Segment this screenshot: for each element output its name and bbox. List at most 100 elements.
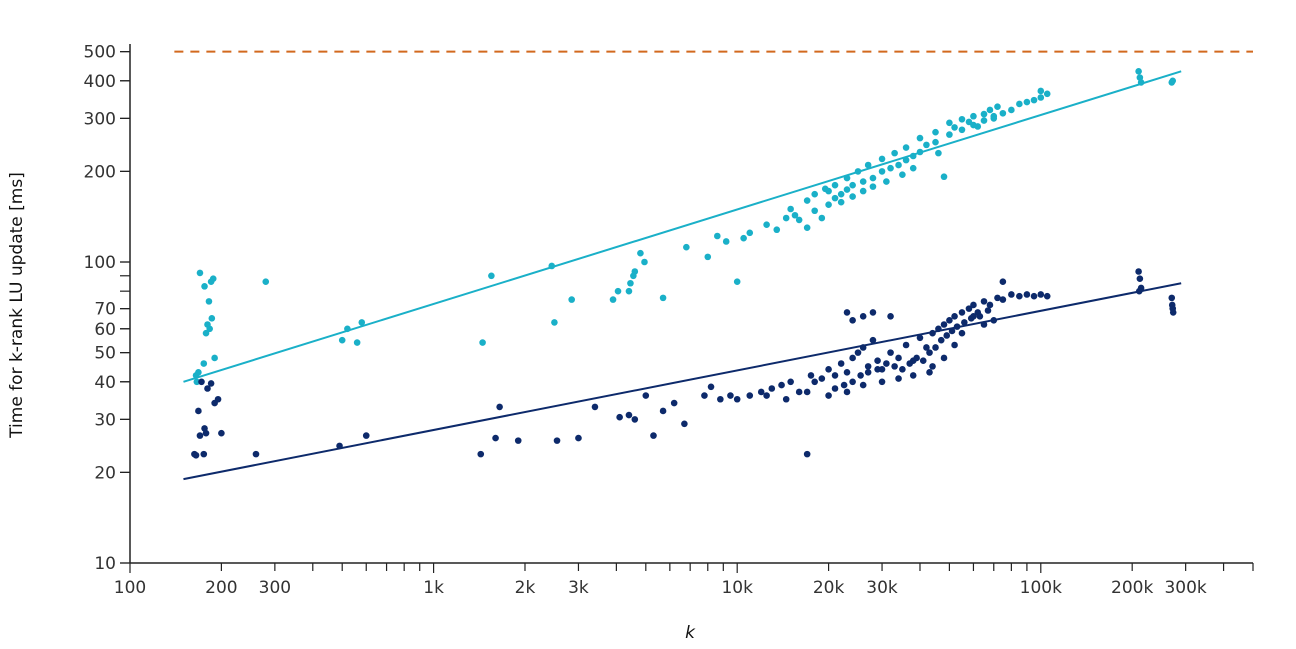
series-1-point <box>795 216 803 224</box>
series-2-point <box>496 403 503 411</box>
series-2-point <box>976 313 984 320</box>
series-1-point <box>946 119 953 127</box>
series-2-point <box>1043 292 1051 300</box>
x-tick-label: 100 <box>114 578 146 598</box>
y-tick-label: 40 <box>94 373 116 393</box>
series-1-point <box>746 229 754 237</box>
series-2-point <box>937 336 945 344</box>
series-1-point <box>825 187 832 195</box>
series-1-point <box>1008 106 1015 114</box>
series-1-point <box>843 174 851 182</box>
series-1-point <box>878 168 886 175</box>
series-2-point <box>514 437 522 444</box>
series-2-point <box>906 360 914 367</box>
series-1-point <box>980 117 988 124</box>
series-2-point <box>883 360 890 367</box>
series-2-point <box>733 395 741 403</box>
series-2-point <box>980 321 988 328</box>
series-2-point <box>953 323 961 330</box>
series-2-point <box>913 354 920 362</box>
series-2-point <box>940 321 948 328</box>
x-tick-label: 30k <box>866 578 898 598</box>
series-1-point <box>609 296 617 303</box>
series-1-point <box>909 152 917 160</box>
series-1-point <box>195 369 202 376</box>
series-2-point <box>803 450 811 458</box>
series-2-point <box>932 344 939 351</box>
fit-line-2 <box>183 282 1182 481</box>
series-2-point <box>840 381 848 389</box>
series-2-point <box>909 372 917 379</box>
series-1-point <box>659 294 667 302</box>
series-2-point <box>362 432 370 439</box>
series-2-point <box>958 329 966 337</box>
series-1-point <box>1023 98 1031 106</box>
series-2-point <box>916 334 924 342</box>
y-tick-label: 60 <box>94 320 116 340</box>
series-1-point <box>859 187 867 195</box>
series-1-point <box>986 106 994 114</box>
series-2-point <box>837 360 845 367</box>
series-1-point <box>831 181 839 189</box>
series-2-point <box>1136 275 1144 283</box>
series-1-point <box>837 190 845 198</box>
series-2-point <box>616 413 623 421</box>
series-2-point <box>204 385 211 392</box>
series-2-point <box>859 313 867 320</box>
x-tick-label: 2k <box>515 578 536 598</box>
y-axis-title: Time for k-rank LU update [ms] <box>7 172 27 439</box>
series-2-point <box>717 395 724 403</box>
series-1-point <box>488 272 495 280</box>
series-1-point <box>909 164 917 172</box>
series-2-point <box>659 407 667 415</box>
series-2-point <box>631 416 639 423</box>
series-1-point <box>704 253 712 261</box>
series-2-point <box>999 278 1007 286</box>
series-1-point <box>353 339 361 346</box>
x-tick-label: 3k <box>568 578 589 598</box>
series-1-point <box>614 287 622 295</box>
series-2-point <box>926 349 933 356</box>
series-2-point <box>768 385 776 392</box>
series-1-point <box>722 238 730 245</box>
series-1-point <box>837 198 845 206</box>
series-2-point <box>1008 291 1015 298</box>
series-1-point <box>958 126 966 134</box>
series-2-point <box>864 363 872 370</box>
series-1-point <box>1016 100 1023 108</box>
y-tick-label: 200 <box>84 162 116 182</box>
series-2-point <box>214 395 222 403</box>
series-1-point <box>899 171 906 179</box>
series-2-point <box>195 407 202 415</box>
series-1-point <box>859 178 867 185</box>
series-1-point <box>935 149 942 157</box>
series-1-point <box>895 161 902 169</box>
y-tick-label: 100 <box>84 253 116 273</box>
series-1-point <box>1030 96 1038 104</box>
series-2-point <box>477 450 485 458</box>
series-2-point <box>642 392 650 399</box>
series-1-point <box>811 190 818 198</box>
series-2-point <box>948 327 956 335</box>
series-2-point <box>198 378 205 386</box>
series-1-point <box>932 138 939 146</box>
series-1-point <box>201 283 208 290</box>
series-2-point <box>200 450 208 458</box>
series-2-point <box>746 392 754 399</box>
x-tick-label: 20k <box>813 578 845 598</box>
series-2-point <box>831 385 839 392</box>
x-tick-label: 200 <box>205 578 237 598</box>
series-1-point <box>999 109 1007 117</box>
series-1-point <box>683 243 690 251</box>
series-1-point <box>825 201 832 209</box>
series-2-point <box>849 378 856 386</box>
series-1-point <box>923 141 930 149</box>
series-1-point <box>902 144 910 151</box>
y-tick-label: 30 <box>94 410 116 430</box>
series-1-point <box>831 194 839 202</box>
series-2-point <box>990 317 998 324</box>
series-1-point <box>262 278 270 286</box>
series-2-point <box>811 378 818 386</box>
series-1-point <box>200 360 208 367</box>
